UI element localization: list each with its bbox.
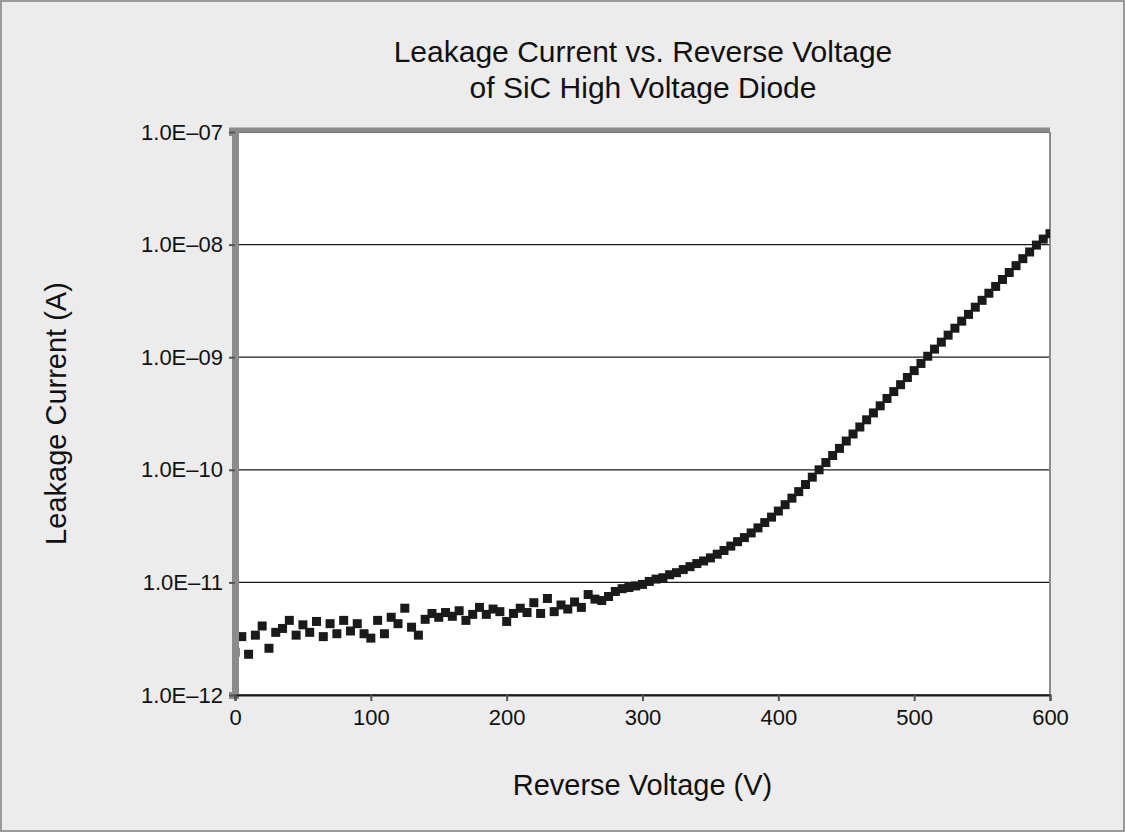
data-point bbox=[305, 628, 314, 637]
y-tick: 1.0E–11 bbox=[143, 570, 235, 595]
y-axis-title: Leakage Current (A) bbox=[40, 282, 72, 545]
data-point bbox=[400, 604, 409, 613]
y-tick: 1.0E–07 bbox=[141, 120, 235, 145]
x-tick-label: 500 bbox=[896, 705, 933, 730]
data-point bbox=[326, 619, 335, 628]
x-tick-label: 300 bbox=[625, 705, 662, 730]
x-tick-label: 200 bbox=[489, 705, 526, 730]
data-point bbox=[380, 629, 389, 638]
x-tick-mark bbox=[778, 695, 780, 701]
x-tick: 100 bbox=[353, 695, 390, 730]
data-point bbox=[332, 629, 341, 638]
x-tick-mark bbox=[370, 695, 372, 701]
y-tick-label: 1.0E–07 bbox=[141, 120, 223, 145]
x-tick-label: 400 bbox=[760, 705, 797, 730]
y-tick-mark bbox=[229, 582, 235, 584]
data-point bbox=[543, 594, 552, 603]
x-axis-title: Reverse Voltage (V) bbox=[513, 769, 773, 801]
y-tick-label: 1.0E–11 bbox=[143, 570, 223, 595]
grid-line bbox=[235, 469, 1050, 470]
frame-top bbox=[229, 128, 1050, 133]
y-axis-line bbox=[229, 133, 236, 696]
data-point bbox=[414, 631, 423, 640]
frame-right bbox=[1049, 132, 1051, 695]
x-tick-mark bbox=[914, 695, 916, 701]
x-tick-label: 100 bbox=[353, 705, 390, 730]
data-point bbox=[366, 634, 375, 643]
x-tick-mark bbox=[1050, 695, 1052, 701]
x-tick: 600 bbox=[1032, 695, 1069, 730]
x-tick-label: 600 bbox=[1032, 705, 1069, 730]
x-tick: 0 bbox=[229, 695, 241, 730]
data-point bbox=[523, 608, 532, 617]
data-point bbox=[292, 631, 301, 640]
y-tick: 1.0E–09 bbox=[141, 345, 235, 370]
grid-line bbox=[235, 244, 1050, 245]
y-tick-mark bbox=[229, 357, 235, 359]
data-point bbox=[455, 606, 464, 615]
x-axis-line bbox=[236, 696, 1051, 702]
y-tick: 1.0E–08 bbox=[141, 232, 235, 257]
data-point bbox=[319, 632, 328, 641]
chart-title: Leakage Current vs. Reverse Voltageof Si… bbox=[394, 35, 893, 104]
data-point bbox=[373, 616, 382, 625]
x-axis: 0 100 200 300 400 500 600 bbox=[229, 695, 1068, 730]
y-tick-label: 1.0E–09 bbox=[141, 345, 223, 370]
data-point bbox=[407, 623, 416, 632]
x-tick: 400 bbox=[760, 695, 797, 730]
data-point bbox=[244, 650, 253, 659]
data-point bbox=[577, 603, 586, 612]
points bbox=[235, 229, 1050, 659]
x-tick: 300 bbox=[625, 695, 662, 730]
x-tick-mark bbox=[235, 695, 237, 701]
y-tick: 1.0E–10 bbox=[141, 457, 235, 482]
data-point bbox=[536, 609, 545, 618]
chart-title-line: of SiC High Voltage Diode bbox=[470, 71, 817, 104]
chart-title-line: Leakage Current vs. Reverse Voltage bbox=[394, 35, 893, 68]
data-point bbox=[251, 631, 260, 640]
data-point bbox=[278, 624, 287, 633]
background bbox=[1, 1, 1124, 831]
y-tick: 1.0E–12 bbox=[141, 683, 235, 708]
x-tick: 200 bbox=[489, 695, 526, 730]
y-tick-label: 1.0E–12 bbox=[141, 683, 223, 708]
y-tick-mark bbox=[229, 469, 235, 471]
data-point bbox=[312, 617, 321, 626]
y-tick-label: 1.0E–10 bbox=[141, 457, 223, 482]
y-tick-mark bbox=[229, 244, 235, 246]
data-point bbox=[285, 616, 294, 625]
data-point bbox=[495, 607, 504, 616]
y-tick-label: 1.0E–08 bbox=[141, 232, 223, 257]
data-point bbox=[258, 622, 267, 631]
data-point bbox=[502, 617, 511, 626]
y-axis: 1.0E–12 1.0E–11 1.0E–10 1.0E–09 1.0E–08 1.0E–… bbox=[141, 120, 235, 708]
chart-svg: Leakage Current vs. Reverse Voltageof Si… bbox=[0, 0, 1125, 832]
data-point bbox=[353, 619, 362, 628]
x-tick-mark bbox=[642, 695, 644, 701]
data-point bbox=[394, 619, 403, 628]
plot-area bbox=[235, 132, 1050, 695]
x-tick-mark bbox=[506, 695, 508, 701]
x-tick-label: 0 bbox=[229, 705, 241, 730]
data-point bbox=[264, 644, 273, 653]
data-point bbox=[339, 616, 348, 625]
y-tick-mark bbox=[229, 695, 235, 697]
y-tick-mark bbox=[229, 132, 235, 134]
grid bbox=[235, 132, 1050, 695]
x-tick: 500 bbox=[896, 695, 933, 730]
data-point bbox=[1046, 229, 1051, 238]
data-point bbox=[529, 598, 538, 607]
